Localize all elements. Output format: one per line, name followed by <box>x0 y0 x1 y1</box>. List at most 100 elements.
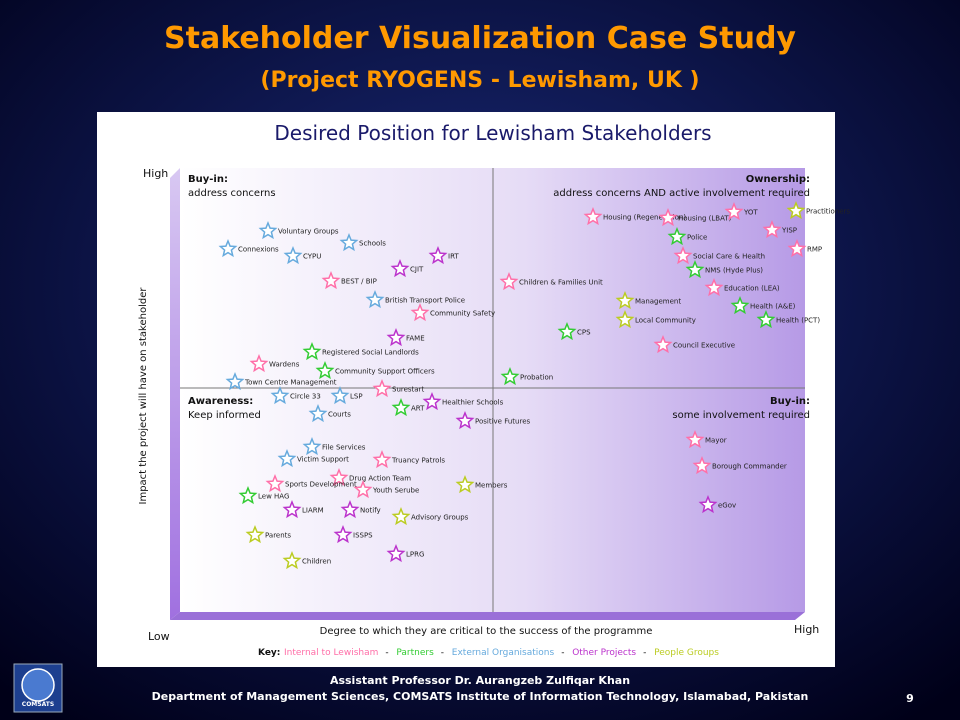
stakeholder-star <box>583 207 603 226</box>
stakeholder-star <box>615 310 635 329</box>
stakeholder-label: Connexions <box>238 246 279 254</box>
stakeholder-star <box>302 437 322 456</box>
footer-department: Department of Management Sciences, COMSA… <box>152 690 809 703</box>
stakeholder-star <box>786 201 806 220</box>
x-axis-label: Degree to which they are critical to the… <box>320 626 653 637</box>
stakeholder-label: Truancy Patrols <box>391 457 445 465</box>
key-item: People Groups <box>654 648 719 658</box>
stakeholder-star <box>238 486 258 505</box>
stakeholder-label: BEST / BIP <box>341 278 377 286</box>
quadrant-text: Keep informed <box>188 410 261 421</box>
stakeholder-star <box>353 480 373 499</box>
stakeholder-star <box>249 354 269 373</box>
quadrant-text: some involvement required <box>672 410 810 421</box>
stakeholder-star <box>428 246 448 265</box>
footer-author: Assistant Professor Dr. Aurangzeb Zulfiq… <box>330 674 630 687</box>
stakeholder-star <box>685 430 705 449</box>
stakeholder-star <box>258 221 278 240</box>
stakeholder-star <box>391 507 411 526</box>
stakeholder-label: ART <box>411 405 425 413</box>
stakeholder-label: Surestart <box>392 386 424 394</box>
stakeholder-label: Children & Families Unit <box>519 279 603 287</box>
stakeholder-label: Town Centre Management <box>244 379 337 387</box>
stakeholder-label: NMS (Hyde Plus) <box>705 267 763 275</box>
key-item: Other Projects <box>572 648 636 658</box>
stakeholder-label: Advisory Groups <box>411 514 469 522</box>
stakeholder-label: LSP <box>350 393 363 401</box>
stakeholder-star <box>386 328 406 347</box>
stakeholder-label: Healthier Schools <box>442 399 504 407</box>
key-separator: - <box>385 648 388 658</box>
stakeholder-label: CPS <box>577 329 591 337</box>
stakeholder-label: Local Community <box>635 317 696 325</box>
quadrant-heading: Buy-in: <box>188 174 228 185</box>
stakeholder-star <box>724 202 744 221</box>
stakeholder-label: Drug Action Team <box>349 475 411 483</box>
stakeholder-star <box>787 239 807 258</box>
stakeholder-label: Housing (LBAT) <box>678 215 732 223</box>
stakeholder-star <box>283 246 303 265</box>
stakeholder-label: British Transport Police <box>385 297 465 305</box>
title: Stakeholder Visualization Case Study <box>164 21 796 56</box>
key-item: Internal to Lewisham <box>284 648 378 658</box>
stakeholder-label: Health (A&E) <box>750 303 796 311</box>
stakeholder-star <box>557 322 577 341</box>
quadrant-text: address concerns <box>188 188 276 199</box>
stakeholder-label: Children <box>302 558 331 566</box>
stakeholder-label: Community Support Officers <box>335 368 435 376</box>
stakeholder-star <box>762 220 782 239</box>
stakeholder-star <box>704 278 724 297</box>
stakeholder-star <box>658 208 678 227</box>
stakeholder-star <box>270 386 290 405</box>
logo-text: COMSATS <box>22 701 54 708</box>
stakeholder-label: Mayor <box>705 437 727 445</box>
stakeholder-label: Notify <box>360 507 381 515</box>
stakeholder-star <box>692 456 712 475</box>
stakeholder-label: Positive Futures <box>475 418 531 426</box>
stakeholder-star <box>329 468 349 487</box>
stakeholder-star <box>321 271 341 290</box>
stakeholder-label: Wardens <box>269 361 300 369</box>
stakeholder-star <box>756 310 776 329</box>
stakeholder-star <box>340 500 360 519</box>
stakeholder-label: Education (LEA) <box>724 285 780 293</box>
stakeholder-star <box>499 272 519 291</box>
stakeholder-label: YOT <box>743 209 758 217</box>
quadrant-heading: Buy-in: <box>770 396 810 407</box>
stakeholder-label: Registered Social Landlords <box>322 349 419 357</box>
stakeholder-star <box>302 342 322 361</box>
stakeholder-label: IRT <box>448 253 459 261</box>
diagram-title: Desired Position for Lewisham Stakeholde… <box>274 121 711 145</box>
key: Key: Internal to Lewisham - Partners - Extern… <box>258 648 719 658</box>
stakeholder-label: Lew HAG <box>258 493 289 501</box>
stakeholder-star <box>615 291 635 310</box>
stakeholder-label: CYPU <box>303 253 321 261</box>
stakeholder-label: Victim Support <box>297 456 349 464</box>
stakeholder-star <box>500 367 520 386</box>
stakeholder-label: Social Care & Health <box>693 253 765 261</box>
stakeholder-label: RMP <box>807 246 822 254</box>
key-label: Key: <box>258 648 280 658</box>
quadrant-heading: Ownership: <box>746 174 810 185</box>
stakeholder-label: Probation <box>520 374 553 382</box>
axis-low: Low <box>148 630 170 643</box>
stakeholder-star <box>391 398 411 417</box>
quadrant-heading: Awareness: <box>188 396 253 407</box>
stakeholder-label: FAME <box>406 335 425 343</box>
stakeholder-label: YISP <box>781 227 797 235</box>
key-separator: - <box>561 648 564 658</box>
stakeholder-label: Health (PCT) <box>776 317 820 325</box>
stakeholder-label: Voluntary Groups <box>278 228 339 236</box>
stakeholder-star <box>667 227 687 246</box>
stakeholder-label: File Services <box>322 444 366 452</box>
stakeholder-star <box>422 392 442 411</box>
stakeholder-label: Practitioners <box>806 208 850 216</box>
stakeholder-label: Community Safety <box>430 310 495 318</box>
stakeholder-star <box>685 260 705 279</box>
stakeholder-star <box>455 475 475 494</box>
stakeholder-label: Parents <box>265 532 291 540</box>
stakeholder-label: Sports Development <box>285 481 357 489</box>
page-number: 9 <box>906 692 914 705</box>
axis-high: High <box>794 623 819 636</box>
